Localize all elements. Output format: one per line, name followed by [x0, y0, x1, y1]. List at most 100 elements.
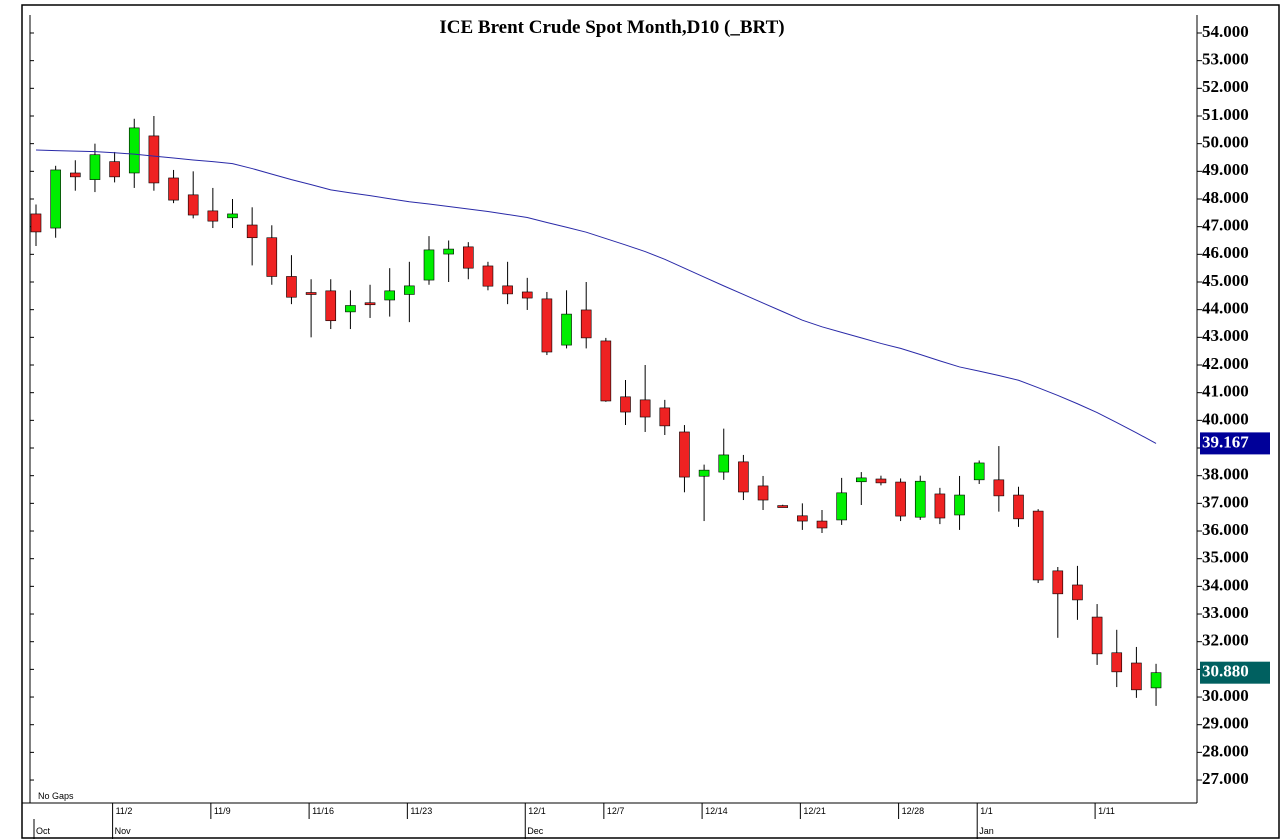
x-tick-label: 11/16	[312, 806, 334, 816]
candle-body	[895, 481, 906, 517]
candle-body	[679, 431, 690, 478]
candle-body	[1052, 570, 1064, 595]
y-tick-label: 43.000	[1202, 326, 1249, 345]
y-tick-label: 28.000	[1202, 741, 1249, 760]
candle-body	[187, 194, 199, 216]
value-box-label: 30.880	[1202, 662, 1249, 681]
month-label: Oct	[36, 826, 51, 836]
candle-body	[168, 177, 179, 201]
y-tick-label: 51.000	[1202, 105, 1249, 124]
candle-body	[1032, 510, 1044, 581]
candle-body	[266, 237, 278, 277]
candle-body	[738, 461, 749, 493]
y-tick-label: 35.000	[1202, 548, 1249, 567]
y-tick-label: 44.000	[1202, 299, 1249, 318]
candle-body	[70, 172, 81, 178]
candle-body	[1091, 616, 1103, 655]
x-tick-label: 12/1	[528, 806, 546, 816]
y-tick-label: 45.000	[1202, 271, 1249, 290]
y-tick-label: 32.000	[1202, 631, 1249, 650]
value-box	[1200, 432, 1270, 455]
candle-body	[816, 520, 828, 529]
candle-body	[639, 399, 651, 418]
candle-body	[30, 213, 42, 233]
candle-body	[914, 480, 926, 518]
candle-body	[797, 515, 808, 522]
x-tick-label: 12/14	[705, 806, 728, 816]
candle-body	[384, 290, 396, 301]
candle-body	[718, 454, 730, 473]
y-tick-label: 52.000	[1202, 77, 1249, 96]
y-tick-label: 29.000	[1202, 714, 1249, 733]
candle-body	[1013, 494, 1024, 520]
x-tick-label: 1/11	[1098, 806, 1115, 816]
candle-body	[855, 477, 867, 483]
candle-body	[286, 276, 297, 298]
candle-body	[50, 169, 61, 229]
candle-body	[580, 309, 592, 339]
y-tick-label: 34.000	[1202, 575, 1249, 594]
y-tick-label: 30.000	[1202, 686, 1249, 705]
candle-body	[345, 305, 356, 313]
y-tick-label: 38.000	[1202, 465, 1249, 484]
note: No Gaps	[38, 791, 74, 801]
candle-body	[561, 313, 572, 346]
candle-body	[443, 248, 454, 255]
y-tick-label: 48.000	[1202, 188, 1249, 207]
candle-body	[620, 396, 631, 413]
y-tick-label: 49.000	[1202, 160, 1249, 179]
candle-body	[934, 493, 946, 519]
candle-body	[109, 161, 120, 178]
candle-body	[89, 154, 101, 180]
x-tick-label: 12/28	[902, 806, 925, 816]
y-tick-label: 37.000	[1202, 492, 1249, 511]
x-tick-label: 11/23	[410, 806, 432, 816]
frame	[21, 4, 1280, 839]
candle-body	[148, 135, 160, 184]
candle-body	[482, 265, 494, 287]
y-tick-label: 27.000	[1202, 769, 1249, 788]
candle-body	[973, 462, 985, 481]
candle-body	[954, 494, 965, 516]
candle-body	[325, 290, 337, 322]
candle-body	[541, 298, 553, 353]
candle-body	[698, 469, 710, 477]
y-tick-label: 50.000	[1202, 133, 1249, 152]
candle-body	[659, 407, 671, 427]
month-label: Dec	[527, 826, 544, 836]
candle-body	[521, 291, 533, 299]
candle-body	[364, 302, 376, 306]
y-tick-label: 46.000	[1202, 243, 1249, 262]
chart-title: ICE Brent Crude Spot Month,D10 (_BRT)	[439, 17, 784, 38]
candle-body	[227, 213, 238, 219]
candle-body	[600, 340, 612, 402]
y-tick-label: 53.000	[1202, 50, 1249, 69]
candle-body	[502, 285, 513, 295]
candle-body	[836, 492, 847, 521]
value-box	[1200, 661, 1270, 684]
candle-body	[305, 292, 317, 295]
month-label: Nov	[115, 826, 132, 836]
month-label: Jan	[979, 826, 994, 836]
x-tick-label: 11/2	[116, 806, 133, 816]
moving-average	[35, 149, 1157, 444]
y-tick-label: 42.000	[1202, 354, 1249, 373]
y-tick-label: 36.000	[1202, 520, 1249, 539]
x-tick-label: 12/7	[607, 806, 625, 816]
y-tick-label: 41.000	[1202, 382, 1249, 401]
candle-body	[993, 479, 1005, 497]
y-tick-label: 40.000	[1202, 409, 1249, 428]
y-tick-label: 33.000	[1202, 603, 1249, 622]
candle-body	[777, 505, 789, 508]
candle-body	[1131, 662, 1142, 691]
candle-body	[404, 285, 415, 295]
x-tick-label: 11/9	[214, 806, 231, 816]
x-tick-label: 1/1	[980, 806, 993, 816]
candle-body	[1072, 584, 1083, 601]
y-tick-label: 47.000	[1202, 216, 1249, 235]
candle-body	[1150, 672, 1162, 689]
candle-body	[423, 249, 435, 281]
candle-body	[1111, 652, 1123, 673]
